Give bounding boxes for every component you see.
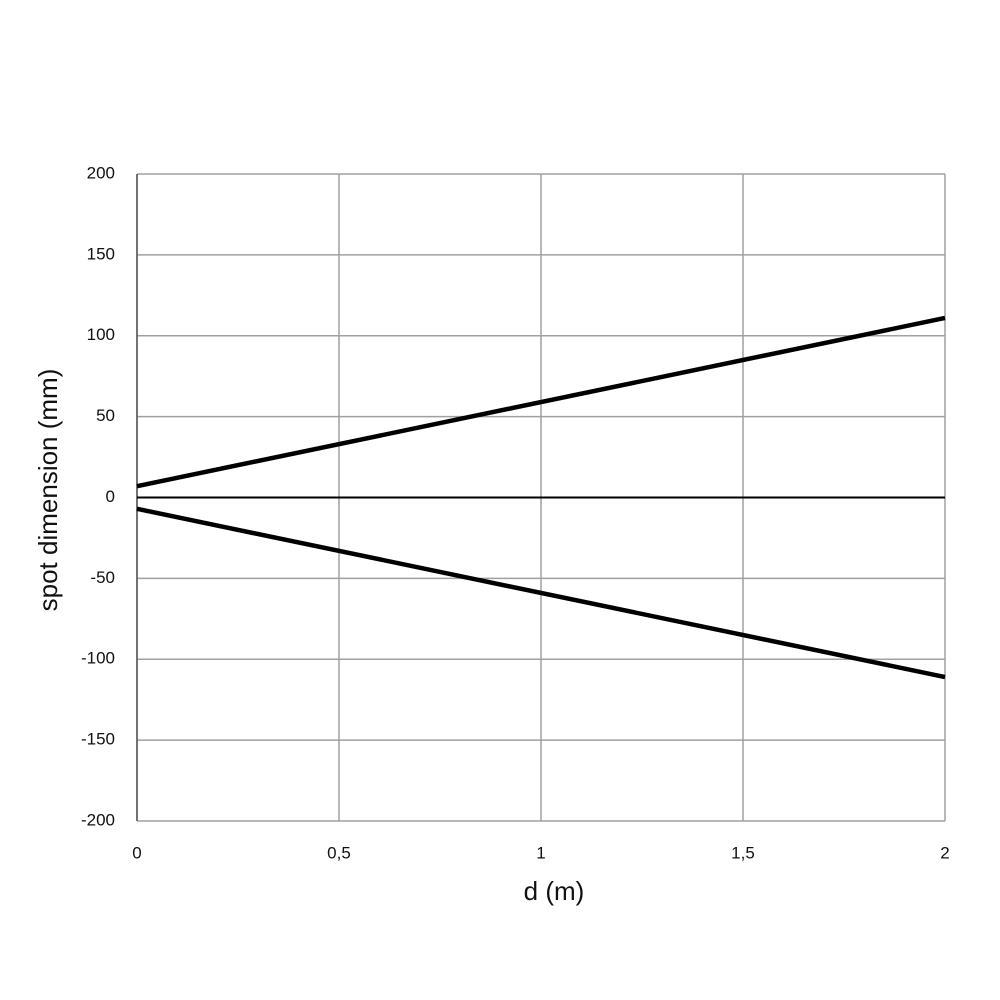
y-tick-label: 200 bbox=[87, 163, 115, 182]
x-tick-label: 0 bbox=[132, 843, 141, 862]
y-tick-label: 50 bbox=[96, 406, 115, 425]
y-tick-label: 150 bbox=[87, 244, 115, 263]
y-tick-label: -100 bbox=[81, 649, 115, 668]
y-tick-label: -200 bbox=[81, 810, 115, 829]
x-tick-label: 1 bbox=[536, 843, 545, 862]
x-tick-label: 0,5 bbox=[327, 843, 351, 862]
x-tick-label: 2 bbox=[940, 843, 949, 862]
x-tick-label: 1,5 bbox=[731, 843, 755, 862]
x-axis-title: d (m) bbox=[524, 876, 585, 906]
y-axis-title: spot dimension (mm) bbox=[33, 369, 63, 612]
y-tick-label: 100 bbox=[87, 325, 115, 344]
y-tick-label: 0 bbox=[106, 487, 115, 506]
y-tick-label: -50 bbox=[90, 568, 115, 587]
y-tick-label: -150 bbox=[81, 730, 115, 749]
data-line bbox=[136, 506, 946, 680]
data-line bbox=[136, 315, 946, 489]
